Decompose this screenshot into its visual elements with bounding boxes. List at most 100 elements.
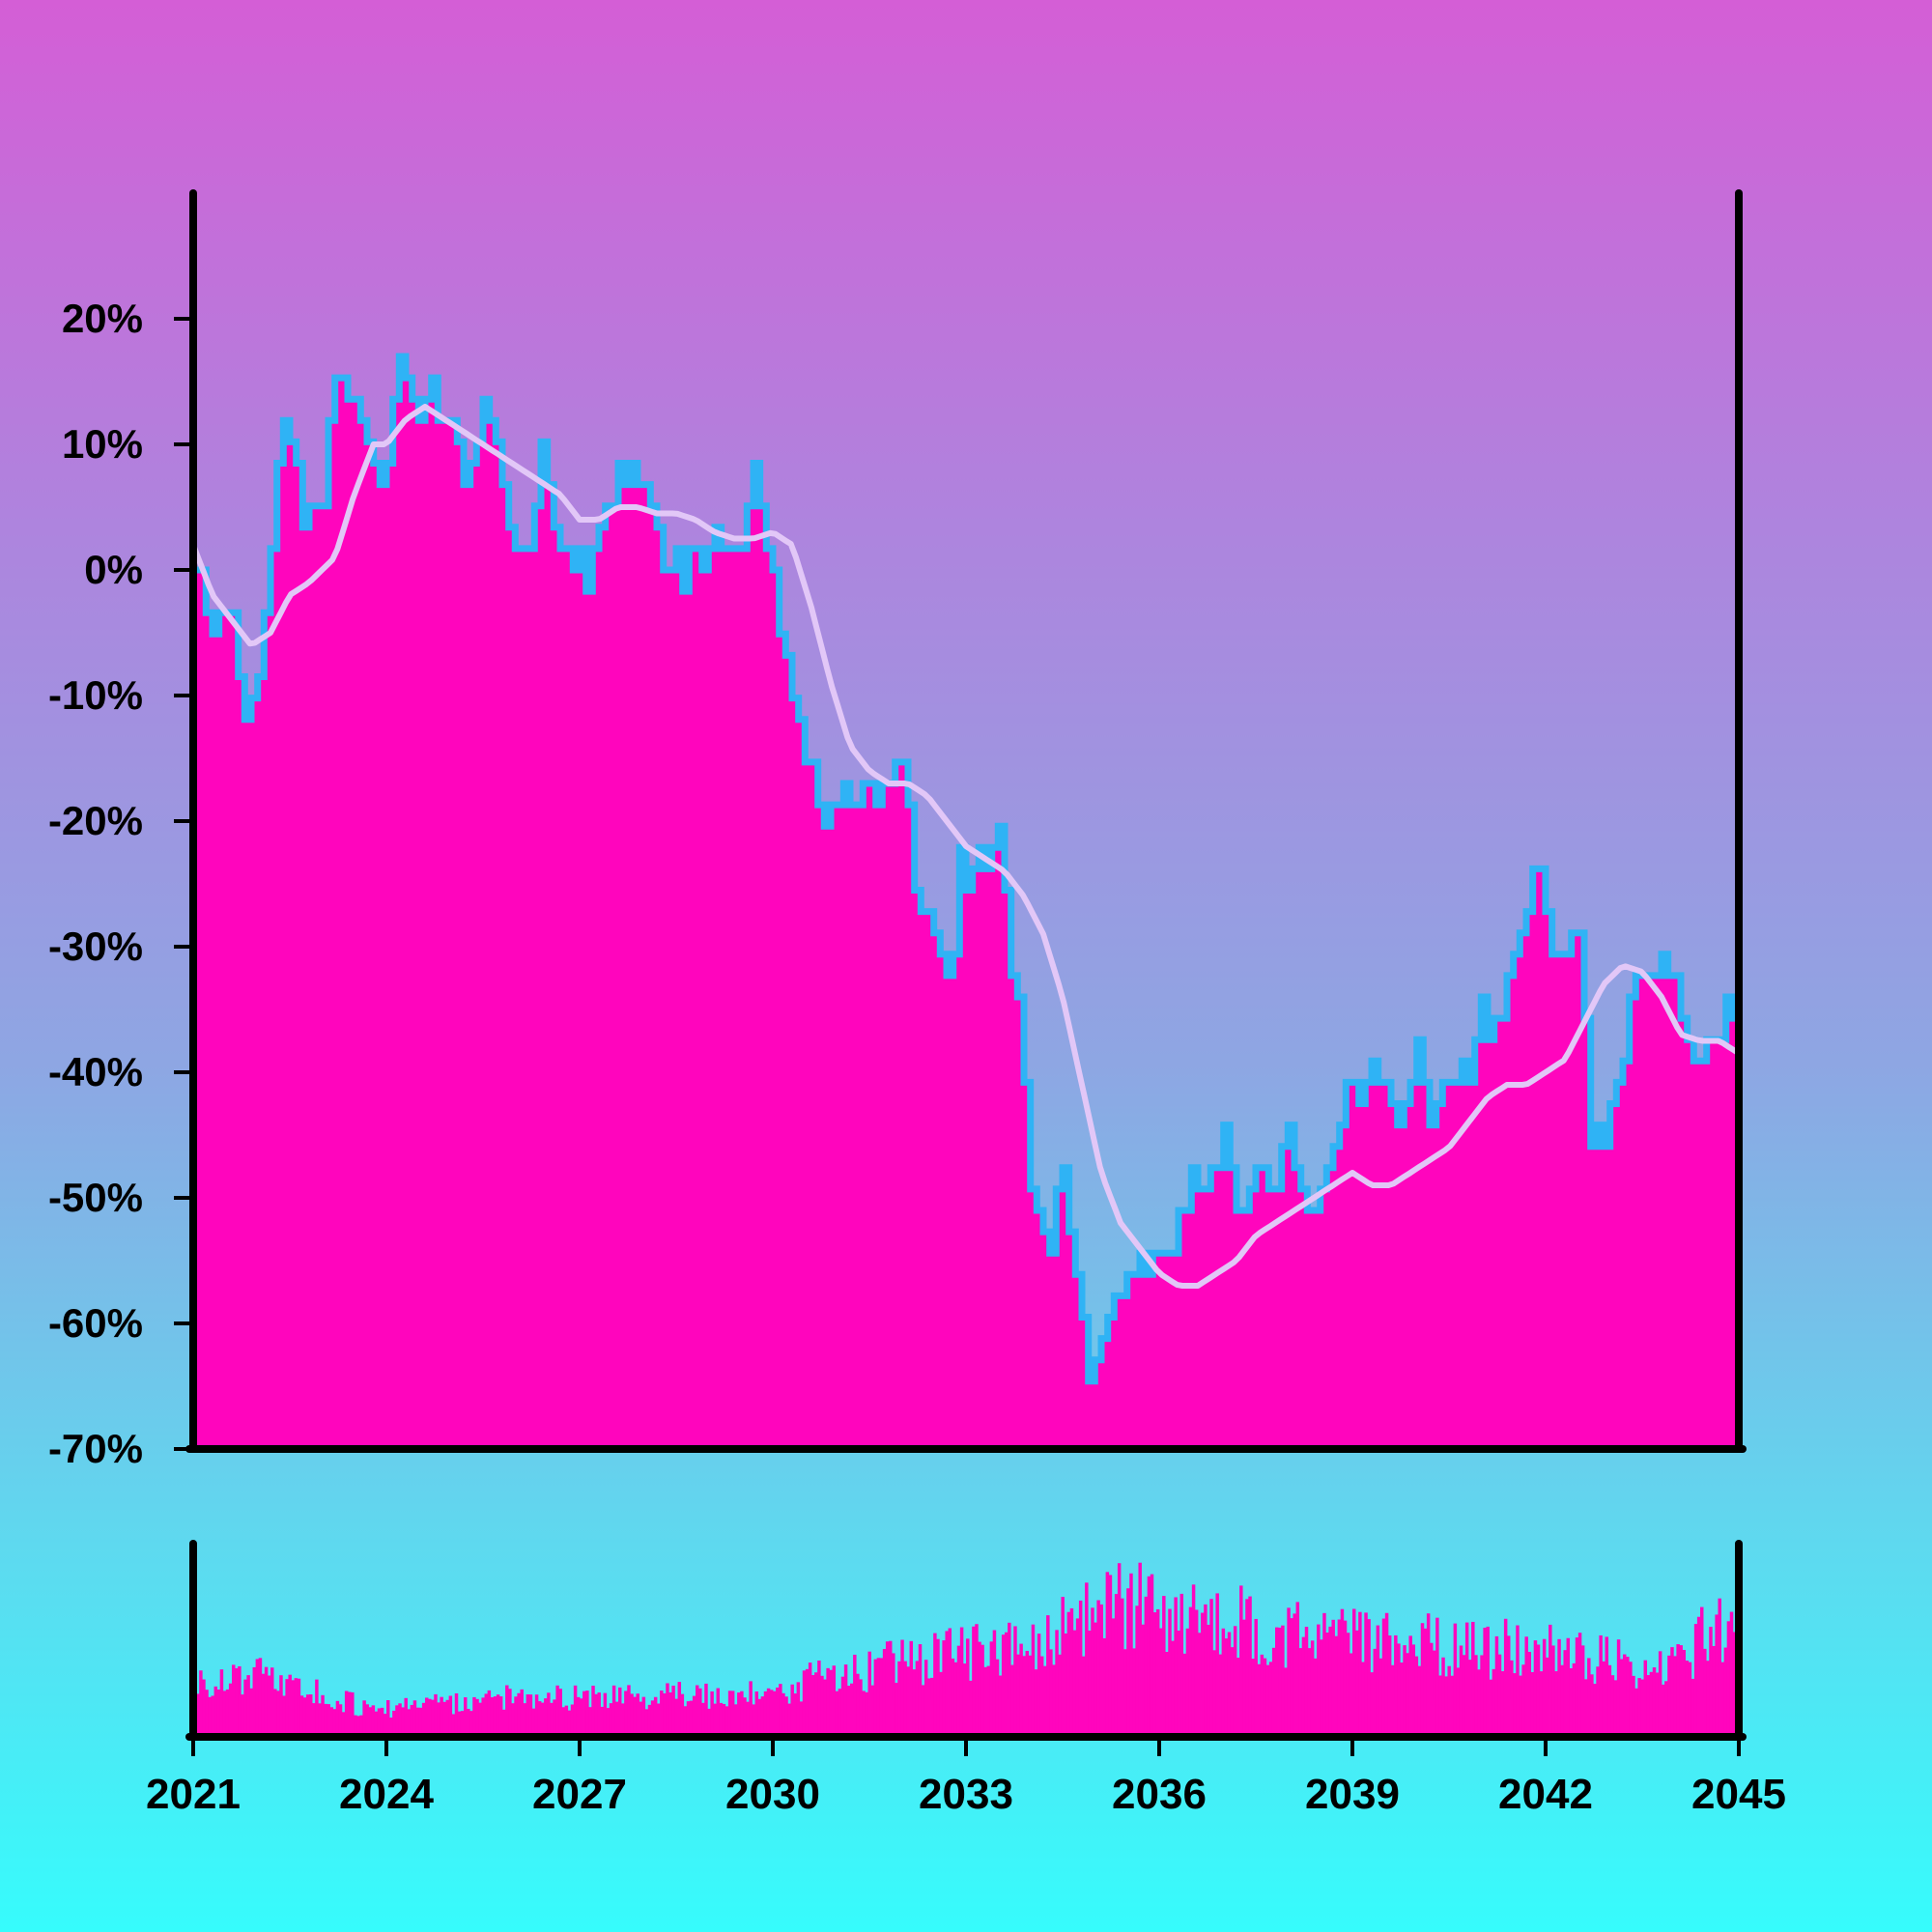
volume-bar <box>805 1668 810 1737</box>
volume-bar <box>1497 1654 1502 1737</box>
volume-bar <box>273 1689 277 1737</box>
volume-bar <box>1245 1599 1249 1737</box>
volume-bar <box>1075 1618 1080 1737</box>
volume-bar <box>1516 1625 1520 1737</box>
volume-bar <box>1046 1615 1050 1737</box>
volume-bar <box>621 1703 625 1737</box>
volume-bar <box>653 1696 658 1737</box>
volume-bar <box>1123 1649 1127 1737</box>
volume-bar <box>1468 1660 1472 1737</box>
volume-bar <box>1352 1608 1356 1737</box>
volume-bar <box>873 1659 878 1737</box>
volume-bar <box>1117 1563 1122 1737</box>
volume-bar <box>1334 1635 1339 1737</box>
volume-bar <box>1649 1671 1654 1737</box>
volume-bar <box>1325 1633 1329 1737</box>
volume-bar <box>689 1700 694 1737</box>
volume-bar <box>1387 1635 1392 1737</box>
volume-bar <box>276 1690 280 1737</box>
volume-bar <box>299 1695 304 1737</box>
volume-bar <box>585 1690 589 1737</box>
volume-bar <box>1406 1653 1409 1737</box>
volume-bar <box>915 1661 920 1737</box>
volume-bar <box>1676 1644 1680 1737</box>
volume-bar <box>1539 1671 1544 1737</box>
volume-bar <box>1078 1600 1083 1737</box>
volume-bar <box>1236 1658 1240 1737</box>
volume-bar <box>309 1694 313 1737</box>
volume-bar <box>487 1690 492 1737</box>
volume-bar <box>1616 1639 1621 1737</box>
volume-bar <box>895 1683 898 1737</box>
volume-bar <box>338 1704 343 1737</box>
volume-bar <box>1378 1658 1383 1737</box>
volume-bar <box>1587 1658 1591 1737</box>
volume-bar <box>1349 1653 1353 1737</box>
volume-bar <box>1637 1678 1641 1737</box>
volume-bar <box>294 1678 298 1737</box>
volume-bar <box>335 1700 340 1737</box>
volume-bar <box>1500 1671 1505 1737</box>
volume-bar <box>829 1669 833 1737</box>
volume-bar <box>1346 1633 1350 1737</box>
volume-bar <box>633 1696 637 1737</box>
volume-bar <box>1718 1598 1721 1737</box>
volume-bar <box>1546 1657 1549 1737</box>
volume-bar <box>279 1675 283 1737</box>
volume-bar <box>1171 1640 1175 1737</box>
volume-bar <box>1152 1612 1157 1737</box>
volume-bar <box>1215 1593 1219 1737</box>
volume-bar <box>1489 1679 1493 1737</box>
volume-bar <box>671 1685 675 1737</box>
volume-bar <box>329 1707 334 1737</box>
volume-bar <box>862 1690 866 1737</box>
volume-bar <box>1729 1611 1734 1737</box>
volume-bar <box>1662 1684 1665 1737</box>
area-fill <box>193 356 1739 1449</box>
volume-bar <box>1105 1572 1110 1737</box>
volume-bar <box>624 1690 628 1737</box>
volume-bar <box>1370 1672 1374 1737</box>
volume-bar <box>1271 1647 1276 1737</box>
volume-bar <box>258 1658 263 1737</box>
volume-bar <box>1693 1624 1698 1737</box>
volume-bar <box>531 1708 536 1737</box>
volume-bar <box>541 1702 545 1737</box>
volume-bar <box>1177 1631 1180 1737</box>
volume-bar <box>1640 1679 1644 1737</box>
volume-bar <box>235 1667 239 1737</box>
volume-bar <box>389 1718 393 1737</box>
volume-bar <box>246 1675 250 1737</box>
volume-bar <box>469 1711 473 1737</box>
volume-bar <box>356 1716 360 1737</box>
volume-bar <box>666 1683 669 1737</box>
volume-bar <box>332 1709 337 1737</box>
volume-bar <box>312 1703 316 1737</box>
volume-bar <box>1179 1593 1184 1737</box>
volume-bar <box>912 1669 917 1737</box>
smoothed-line <box>190 404 1742 1289</box>
volume-bar <box>327 1704 330 1737</box>
volume-bar <box>1682 1650 1687 1737</box>
volume-bar <box>1221 1628 1226 1737</box>
volume-bar <box>225 1689 230 1737</box>
volume-bar <box>1524 1636 1528 1737</box>
volume-bar <box>956 1645 961 1737</box>
volume-bar <box>1670 1647 1674 1737</box>
volume-bar <box>737 1692 741 1737</box>
volume-bar <box>1132 1648 1136 1737</box>
volume-bar <box>1580 1645 1585 1737</box>
x-axis-ticks: 2021 2024 2027 2030 2033 2036 2039 2042 2045 <box>146 1737 1786 1818</box>
volume-bar <box>484 1693 489 1737</box>
volume-bar <box>1623 1654 1627 1737</box>
volume-bar <box>520 1689 524 1737</box>
volume-bar <box>526 1694 530 1737</box>
volume-bar <box>933 1633 937 1737</box>
volume-bar <box>1162 1596 1166 1737</box>
volume-bar <box>1201 1612 1205 1737</box>
volume-bar <box>1408 1635 1412 1737</box>
volume-bar <box>594 1693 598 1737</box>
volume-bar <box>811 1675 815 1737</box>
volume-bar <box>1268 1662 1273 1737</box>
